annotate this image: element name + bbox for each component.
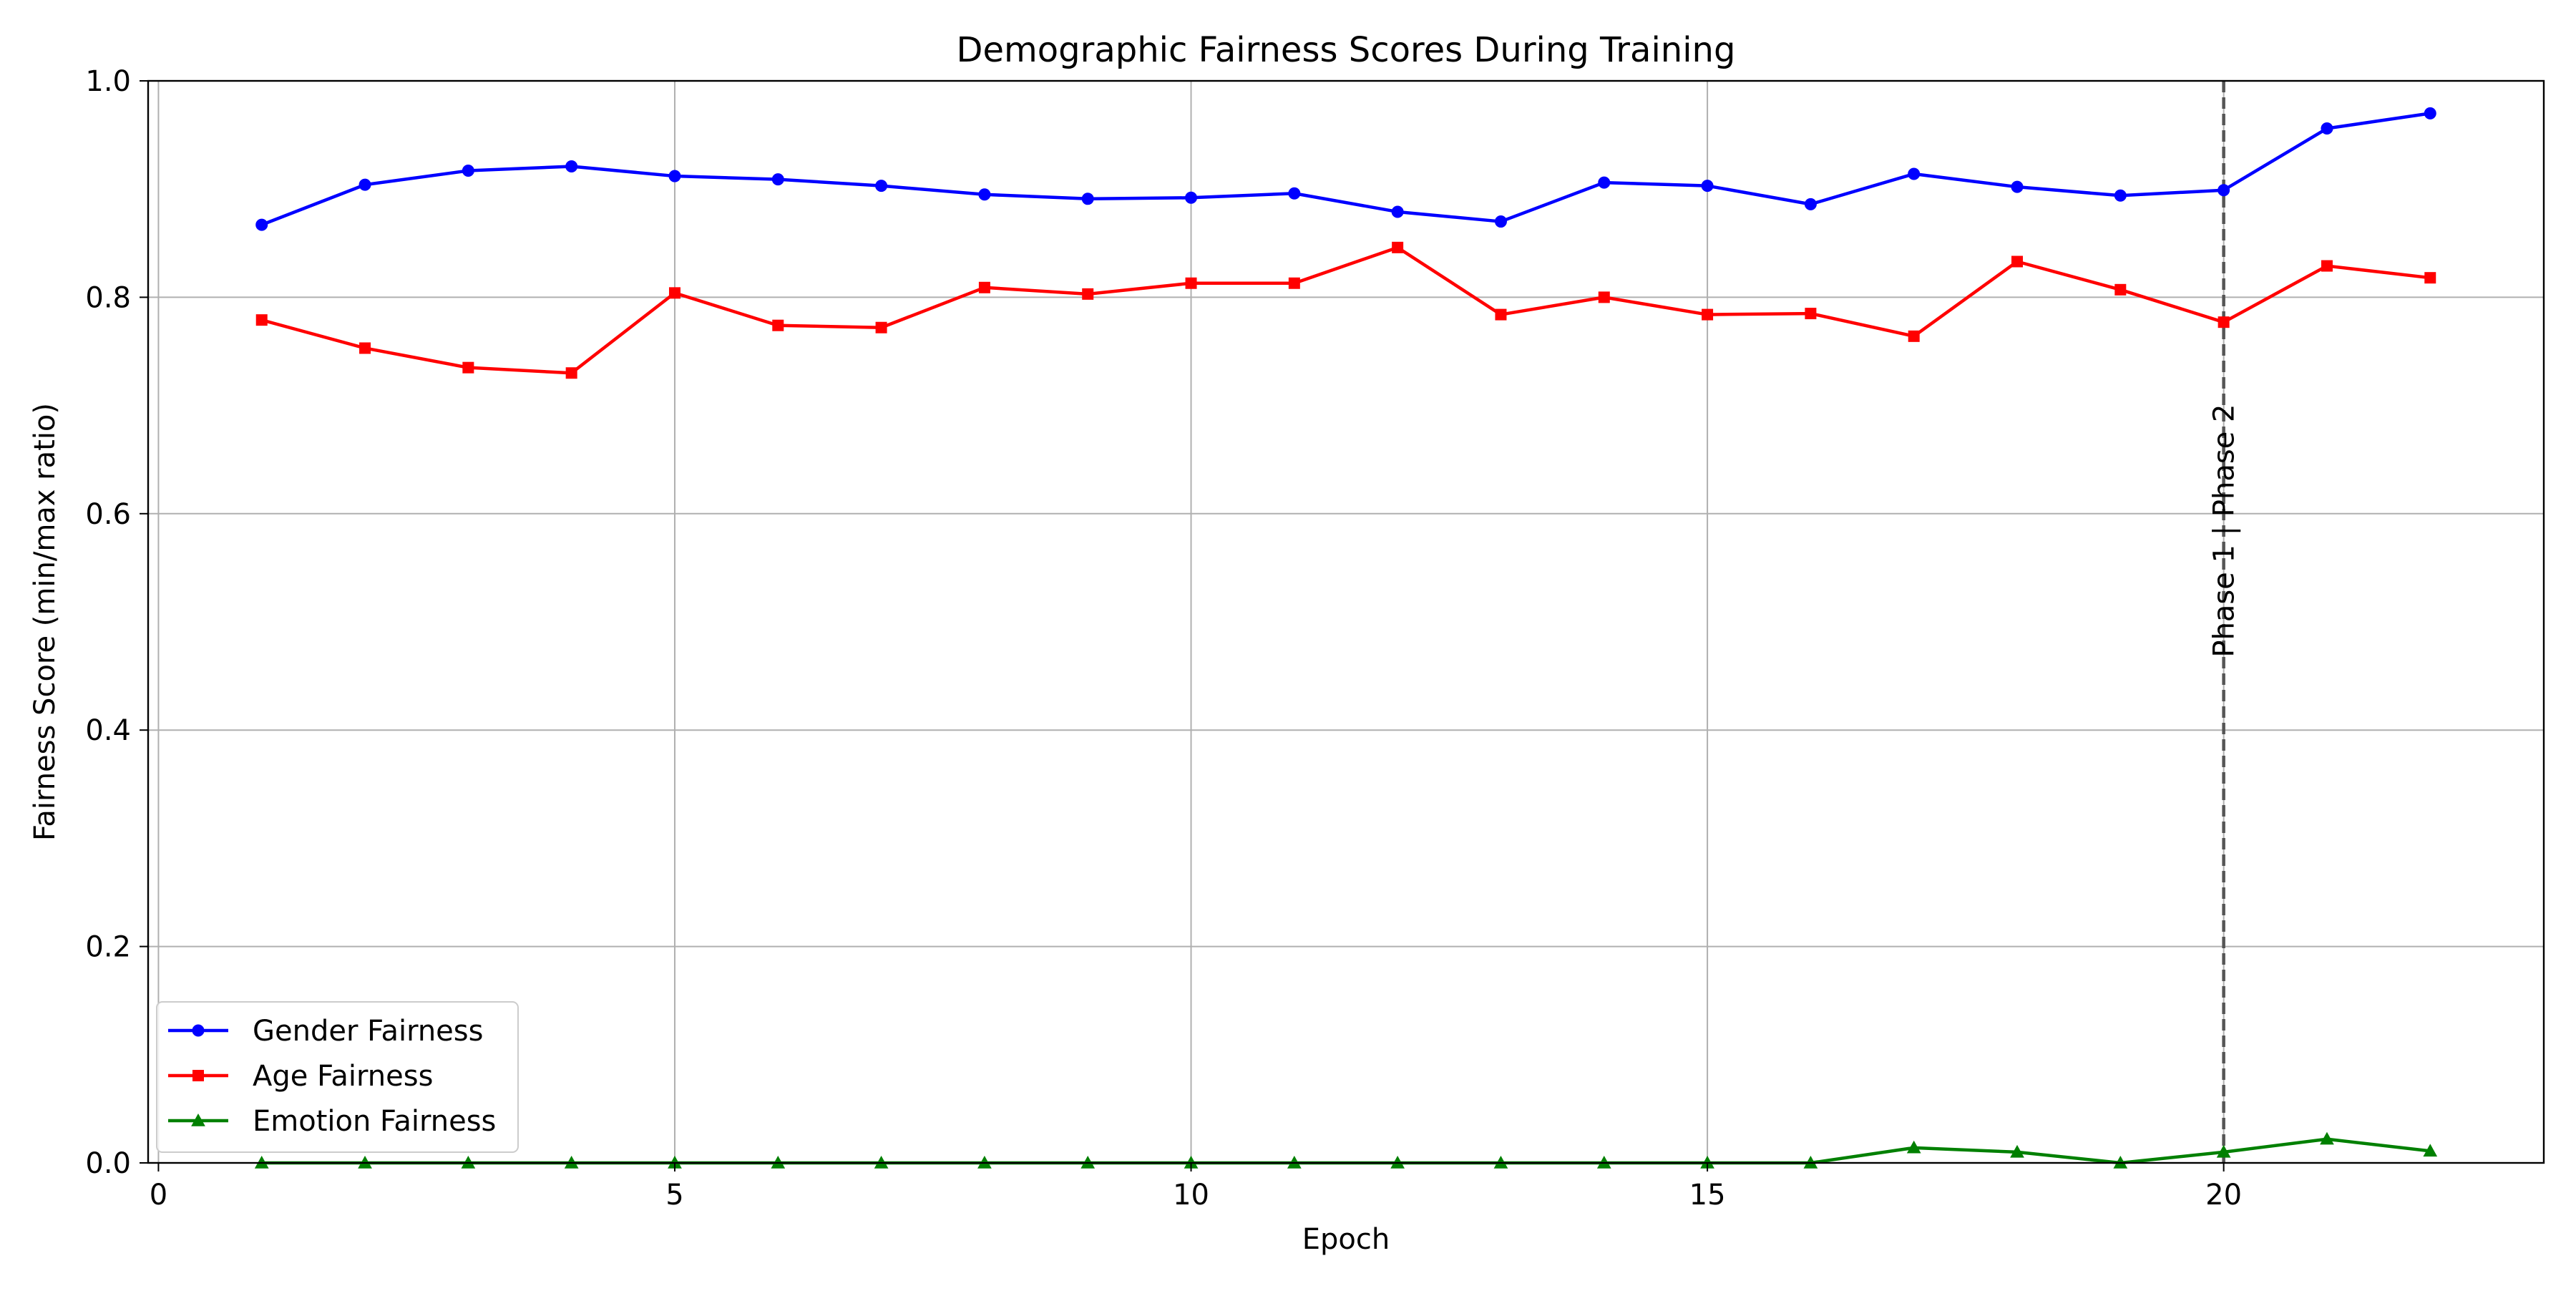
data-point [1701, 180, 1714, 193]
y-tick-label: 0.8 [85, 281, 131, 314]
data-point [2010, 1144, 2024, 1158]
annotation-layer: Phase 1 | Phase 2 [2208, 81, 2241, 1163]
data-point [1391, 205, 1404, 218]
x-tick-label: 5 [665, 1179, 683, 1212]
data-point [359, 342, 371, 354]
data-point [255, 314, 268, 326]
y-tick-label: 0.4 [85, 714, 131, 747]
data-point [771, 173, 784, 186]
series-line [260, 245, 2432, 375]
series-age-fairness [255, 241, 2436, 379]
data-point [978, 281, 990, 293]
data-point [2114, 283, 2127, 296]
data-point [1908, 330, 1920, 342]
legend-swatch-marker [192, 1024, 205, 1037]
data-point [2011, 255, 2024, 268]
y-tick-label: 0.2 [85, 931, 131, 964]
data-point [1598, 176, 1611, 189]
data-point [978, 188, 991, 201]
legend-item: Gender Fairness [168, 1015, 483, 1048]
data-point [1288, 187, 1301, 200]
plot-frame [147, 79, 2545, 1164]
data-point [1805, 308, 1817, 320]
legend-label: Emotion Fairness [253, 1105, 496, 1138]
phase-divider-label: Phase 1 | Phase 2 [2208, 404, 2241, 658]
data-point [2321, 122, 2333, 135]
data-point [1495, 308, 1507, 321]
data-point [875, 180, 888, 193]
data-point [2011, 180, 2024, 193]
data-point [1081, 193, 1094, 205]
series-gender-fairness [255, 107, 2436, 231]
series-layer [254, 107, 2438, 1169]
data-point [1702, 308, 1714, 321]
x-tick-label: 15 [1689, 1179, 1726, 1212]
data-point [2424, 107, 2436, 120]
series-line [260, 112, 2432, 227]
legend-swatch-marker [192, 1070, 204, 1081]
y-axis-label: Fairness Score (min/max ratio) [29, 403, 62, 841]
grid [148, 80, 2544, 1164]
data-point [1494, 215, 1507, 228]
legend: Gender Fairness Age Fairness Emotion Fairn… [156, 1001, 519, 1153]
data-point [2423, 1144, 2438, 1157]
legend-label: Gender Fairness [253, 1015, 483, 1048]
legend-box [156, 1001, 519, 1153]
y-tick-label: 0.6 [85, 498, 131, 531]
x-tick-label: 10 [1173, 1179, 1209, 1212]
data-point [2114, 189, 2127, 202]
legend-item: Emotion Fairness [168, 1105, 496, 1138]
data-point [2320, 1131, 2334, 1145]
x-axis-label: Epoch [1302, 1223, 1390, 1256]
data-point [462, 361, 474, 374]
data-point [1906, 1140, 1921, 1154]
legend-label: Age Fairness [253, 1060, 433, 1093]
legend-item: Age Fairness [168, 1060, 433, 1093]
data-point [462, 164, 474, 177]
data-point [668, 170, 681, 182]
data-point [668, 287, 680, 299]
data-point [2218, 184, 2230, 197]
series-line [260, 1137, 2432, 1165]
y-tick-label: 0.0 [85, 1147, 131, 1180]
data-point [1598, 291, 1610, 303]
data-point [875, 321, 887, 333]
tick-layer: 0 5 10 15 20 0.0 0.2 0.4 0.6 0.8 1.0 [85, 65, 2242, 1212]
y-tick-label: 1.0 [85, 65, 131, 98]
data-point [2216, 1144, 2231, 1158]
data-point [255, 218, 268, 231]
data-point [2424, 272, 2436, 284]
data-point [2321, 260, 2333, 272]
data-point [565, 367, 577, 379]
legend-swatch-marker [191, 1113, 205, 1126]
chart-title: Demographic Fairness Scores During Train… [957, 30, 1736, 70]
x-tick-label: 0 [150, 1179, 167, 1212]
data-point [358, 178, 371, 191]
data-point [1082, 288, 1094, 300]
data-point [1804, 198, 1817, 210]
data-point [565, 160, 578, 172]
data-point [1185, 191, 1198, 204]
data-point [1392, 241, 1404, 253]
data-point [2218, 316, 2230, 328]
x-tick-label: 20 [2205, 1179, 2242, 1212]
data-point [1185, 277, 1197, 289]
data-point [1288, 277, 1300, 289]
data-point [772, 319, 784, 331]
data-point [1908, 167, 1921, 180]
